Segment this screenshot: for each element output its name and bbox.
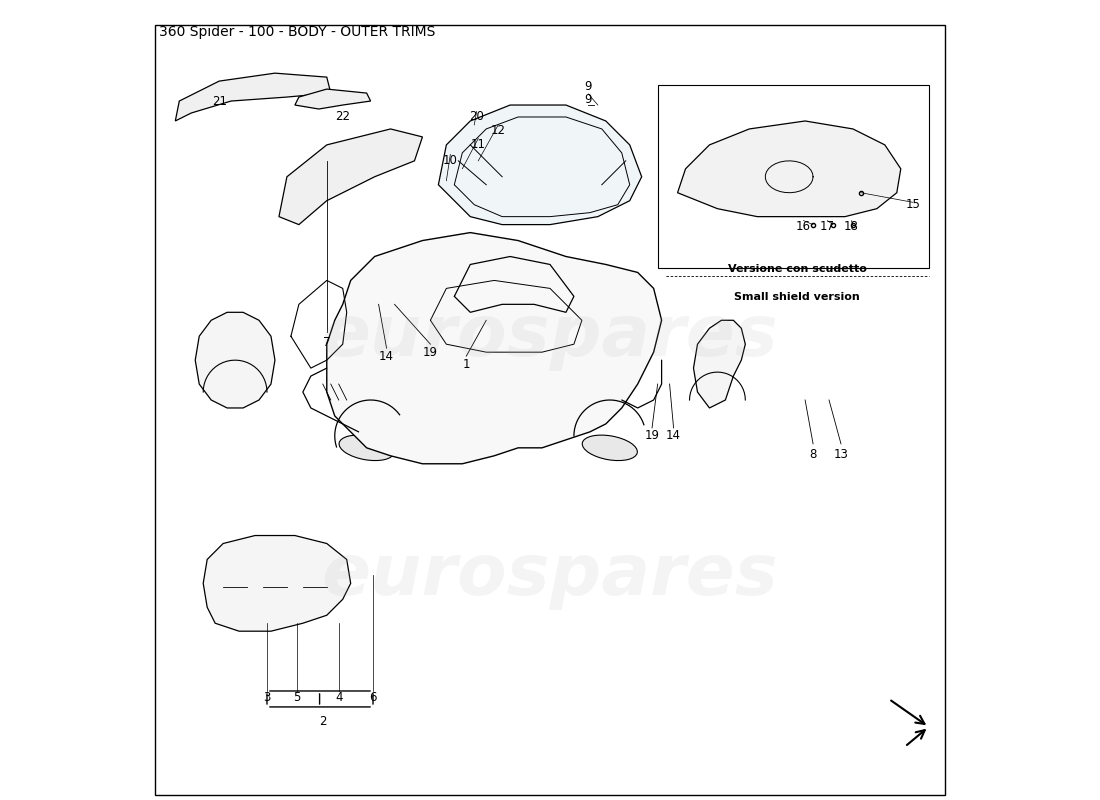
Text: 3: 3	[263, 691, 271, 704]
Polygon shape	[175, 73, 331, 121]
Text: 19: 19	[422, 346, 438, 358]
Text: eurospares: eurospares	[321, 302, 779, 370]
Text: 4: 4	[336, 691, 342, 704]
Text: 360 Spider - 100 - BODY - OUTER TRIMS: 360 Spider - 100 - BODY - OUTER TRIMS	[160, 26, 436, 39]
Text: 1: 1	[462, 358, 470, 370]
Text: 9: 9	[584, 93, 592, 106]
Text: 18: 18	[844, 220, 859, 233]
Polygon shape	[678, 121, 901, 217]
Text: Small shield version: Small shield version	[735, 292, 860, 302]
Text: 7: 7	[323, 336, 330, 349]
Text: 19: 19	[645, 430, 660, 442]
Text: Versione con scudetto: Versione con scudetto	[728, 265, 867, 274]
Polygon shape	[204, 535, 351, 631]
Ellipse shape	[339, 435, 394, 461]
Text: 5: 5	[294, 691, 301, 704]
Text: 17: 17	[820, 220, 835, 233]
Polygon shape	[693, 320, 746, 408]
Text: 9: 9	[584, 80, 592, 93]
Text: 2: 2	[319, 714, 327, 728]
Text: 16: 16	[796, 220, 811, 233]
Text: 12: 12	[491, 124, 506, 137]
Text: 20: 20	[470, 110, 484, 123]
Polygon shape	[439, 105, 641, 225]
Polygon shape	[279, 129, 422, 225]
Text: 6: 6	[370, 691, 377, 704]
Polygon shape	[327, 233, 661, 464]
Ellipse shape	[582, 435, 637, 461]
FancyBboxPatch shape	[658, 85, 928, 269]
Text: 15: 15	[905, 198, 921, 211]
Text: 14: 14	[667, 430, 681, 442]
Text: 11: 11	[471, 138, 486, 151]
Text: 22: 22	[336, 110, 350, 123]
Text: eurospares: eurospares	[321, 541, 779, 610]
Polygon shape	[195, 312, 275, 408]
Text: 21: 21	[211, 94, 227, 107]
Text: 13: 13	[834, 448, 848, 461]
Text: 8: 8	[810, 448, 817, 461]
Text: 10: 10	[443, 154, 458, 167]
Text: 14: 14	[379, 350, 394, 362]
Polygon shape	[295, 89, 371, 109]
FancyBboxPatch shape	[708, 338, 732, 354]
